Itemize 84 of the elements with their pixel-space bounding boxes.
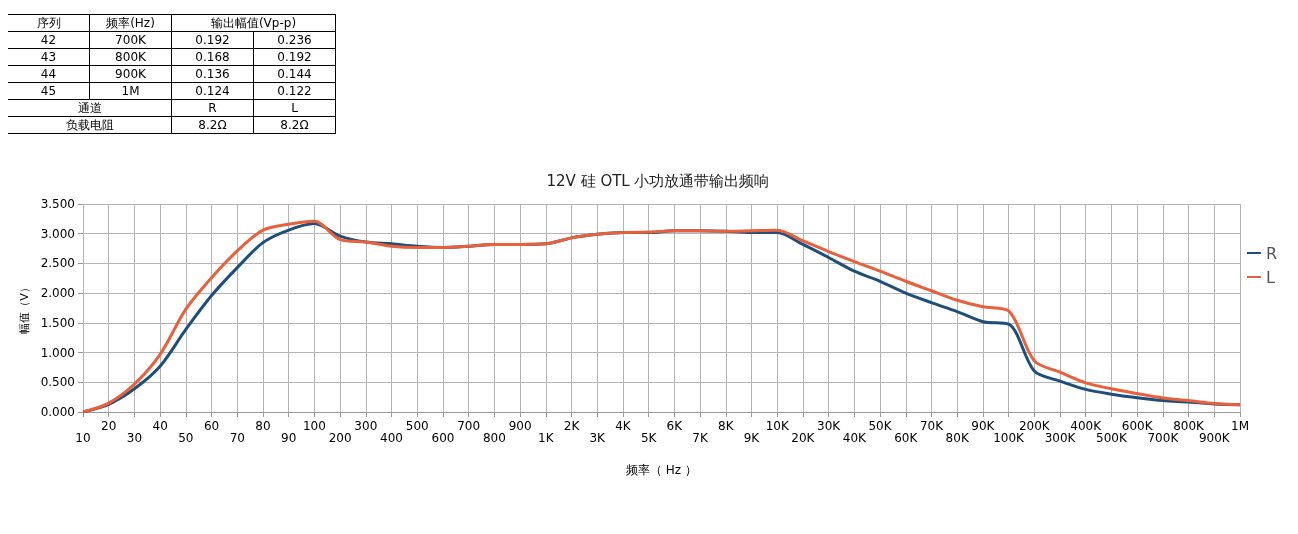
- x-tick-label: 900: [508, 419, 532, 433]
- x-tick-label: 50K: [868, 419, 893, 433]
- x-tick-label: 90K: [971, 419, 996, 433]
- x-tick-label: 1K: [538, 431, 555, 445]
- x-tick-label: 10K: [765, 419, 790, 433]
- y-tick-label: 1.500: [40, 315, 75, 330]
- text: 42: [8, 32, 90, 49]
- x-tick-label: 800K: [1173, 419, 1206, 433]
- text: 900K: [90, 66, 172, 83]
- y-tick-label: 2.500: [40, 256, 75, 271]
- text: 0.192: [172, 32, 254, 49]
- x-tick-label: 5K: [640, 431, 658, 445]
- x-tick-label: 30: [126, 431, 143, 445]
- text: 0.122: [254, 83, 336, 100]
- text: 8.2Ω: [172, 117, 254, 134]
- text: 43: [8, 49, 90, 66]
- text: 0.144: [254, 66, 336, 83]
- text: 800K: [90, 49, 172, 66]
- x-tick-label: 50: [178, 431, 194, 445]
- x-tick-label: 20: [101, 419, 117, 433]
- x-tick-label: 90: [281, 431, 297, 445]
- y-tick-label: 1.000: [40, 345, 75, 360]
- x-tick-label: 8K: [718, 419, 735, 433]
- text: 通道: [8, 100, 172, 117]
- legend-label: L: [1265, 267, 1275, 287]
- y-tick-label: 2.000: [40, 286, 75, 301]
- x-tick-label: 1M: [1231, 419, 1249, 433]
- text: 45: [8, 83, 90, 100]
- x-tick-label: 10: [75, 431, 91, 445]
- x-tick-label: 700K: [1147, 431, 1180, 445]
- x-tick-label: 20K: [791, 431, 816, 445]
- x-tick-label: 80: [255, 419, 271, 433]
- text: L: [254, 100, 336, 117]
- x-tick-label: 400: [380, 431, 403, 445]
- x-tick-label: 9K: [743, 431, 761, 445]
- text: 8.2Ω: [254, 117, 336, 134]
- x-tick-label: 80K: [945, 431, 970, 445]
- x-tick-label: 100K: [993, 431, 1026, 445]
- x-tick-label: 900K: [1198, 431, 1231, 445]
- text: 44: [8, 66, 90, 83]
- text: R: [172, 100, 254, 117]
- x-tick-label: 400K: [1070, 419, 1103, 433]
- x-tick-label: 700: [457, 419, 481, 433]
- x-tick-label: 600: [431, 431, 455, 445]
- text: 0.124: [172, 83, 254, 100]
- x-tick-label: 500: [405, 419, 429, 433]
- x-tick-label: 3K: [589, 431, 607, 445]
- x-tick-label: 70: [229, 431, 245, 445]
- text: 700K: [90, 32, 172, 49]
- x-tick-label: 40K: [842, 431, 868, 445]
- y-tick-label: 3.000: [40, 226, 75, 241]
- x-tick-label: 30K: [817, 419, 842, 433]
- x-tick-label: 200K: [1018, 419, 1051, 433]
- chart-title: 12V 硅 OTL 小功放通带输出频响: [546, 171, 770, 190]
- x-tick-label: 100: [302, 419, 326, 433]
- x-tick-label: 60: [203, 419, 220, 433]
- text: 1M: [90, 83, 172, 100]
- y-axis-title: 幅值（V）: [17, 282, 31, 334]
- x-tick-label: 500K: [1096, 431, 1128, 445]
- y-tick-label: 3.500: [40, 197, 75, 211]
- x-tick-label: 70K: [919, 419, 945, 433]
- text: 输出幅值(Vp-p): [172, 15, 336, 32]
- x-axis-title: 频率（ Hz ）: [626, 463, 697, 477]
- text: 频率(Hz): [90, 15, 172, 32]
- x-tick-label: 40: [152, 419, 168, 433]
- y-tick-label: 0.000: [40, 405, 75, 419]
- text: 序列: [8, 15, 90, 32]
- text: 0.136: [172, 66, 254, 83]
- x-tick-label: 200: [328, 431, 352, 445]
- x-tick-label: 300: [354, 419, 378, 433]
- x-tick-label: 800: [482, 431, 506, 445]
- x-tick-label: 4K: [615, 419, 632, 433]
- x-tick-label: 300K: [1044, 431, 1077, 445]
- x-tick-label: 7K: [692, 431, 709, 445]
- text: 0.236: [254, 32, 336, 49]
- x-tick-label: 60K: [894, 431, 919, 445]
- x-tick-label: 6K: [666, 419, 684, 433]
- legend-label: R: [1265, 243, 1278, 263]
- x-tick-label: 2K: [563, 419, 581, 433]
- text: 0.192: [254, 49, 336, 66]
- text: 0.168: [172, 49, 254, 66]
- text: 负载电阻: [8, 117, 172, 134]
- y-tick-label: 0.500: [40, 375, 75, 390]
- x-tick-label: 600K: [1121, 419, 1154, 433]
